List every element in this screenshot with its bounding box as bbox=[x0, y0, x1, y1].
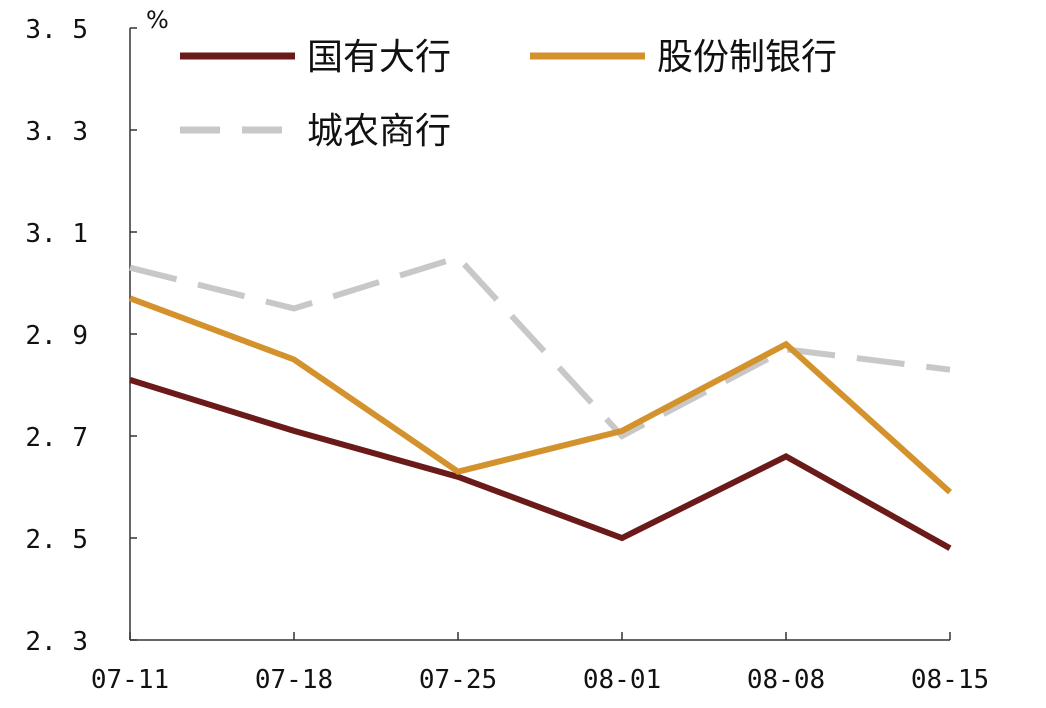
y-tick-label: 3. 5 bbox=[25, 15, 88, 45]
series-line-1 bbox=[129, 377, 952, 551]
series-line-3 bbox=[129, 254, 951, 440]
axes: 3. 5 3. 3 3. 1 2. 9 2. 7 2. 5 2. 3% 07-11 07-18 0… bbox=[25, 6, 989, 695]
x-tick-label: 07-25 bbox=[419, 665, 497, 695]
y-tick-label: 3. 1 bbox=[25, 219, 88, 249]
legend-label: 城农商行 bbox=[307, 111, 451, 152]
legend-label: 国有大行 bbox=[307, 37, 451, 78]
x-tick-label: 07-18 bbox=[255, 665, 333, 695]
y-tick-label: 3. 3 bbox=[25, 117, 88, 147]
y-tick-label: 2. 3 bbox=[25, 627, 88, 657]
x-tick-label: 08-01 bbox=[583, 665, 661, 695]
x-tick-label: 08-15 bbox=[911, 665, 989, 695]
series-lines bbox=[128, 254, 953, 551]
y-tick-label: 2. 5 bbox=[25, 525, 88, 555]
x-tick-label: 08-08 bbox=[747, 665, 825, 695]
series-line-2 bbox=[128, 295, 953, 495]
y-tick-label: 2. 9 bbox=[25, 321, 88, 351]
y-tick-label: 2. 7 bbox=[25, 423, 88, 453]
x-tick-label: 07-11 bbox=[91, 665, 169, 695]
y-unit-label: % bbox=[146, 6, 169, 34]
legend-label: 股份制银行 bbox=[657, 37, 837, 78]
